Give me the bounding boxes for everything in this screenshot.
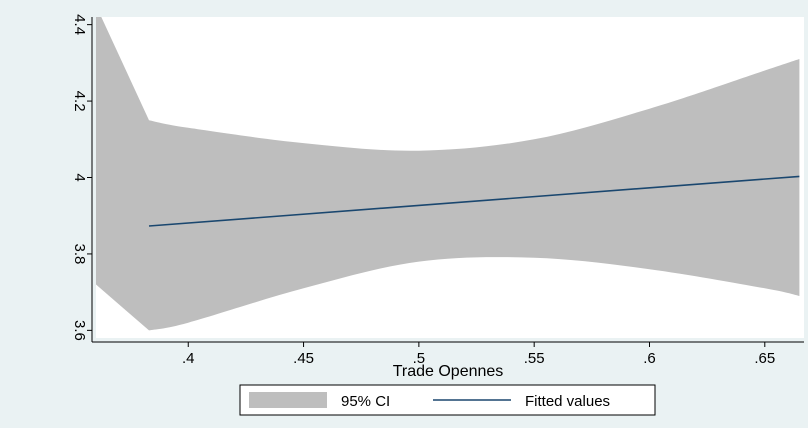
x-tick-label: .4	[182, 350, 195, 367]
y-tick-label: 4.4	[71, 14, 88, 35]
ci-band	[96, 17, 800, 331]
x-tick-label: .65	[754, 350, 775, 367]
y-tick-label: 4.2	[71, 91, 88, 112]
ci-layer	[96, 17, 800, 331]
x-tick-label: .45	[293, 350, 314, 367]
y-tick-label: 3.6	[71, 320, 88, 341]
fitted-line-layer	[148, 175, 800, 227]
axis-labels: Trade Opennes	[393, 363, 504, 380]
axes: 3.6 3.8 4 4.2 4.4 .4 .45 .5 .55 .6 .65	[71, 14, 804, 367]
fitted-line	[148, 175, 800, 227]
y-tick-label: 4	[71, 173, 88, 181]
x-tick-label: .55	[524, 350, 545, 367]
y-tick-label: 3.8	[71, 243, 88, 264]
legend-swatch-ci	[249, 392, 327, 408]
legend: 95% CI Fitted values	[239, 384, 656, 416]
legend-label-ci: 95% CI	[341, 393, 390, 410]
x-axis-title: Trade Opennes	[393, 363, 504, 380]
x-tick-label: .5	[413, 350, 426, 367]
x-tick-label: .6	[643, 350, 656, 367]
legend-label-fitted: Fitted values	[525, 393, 610, 410]
